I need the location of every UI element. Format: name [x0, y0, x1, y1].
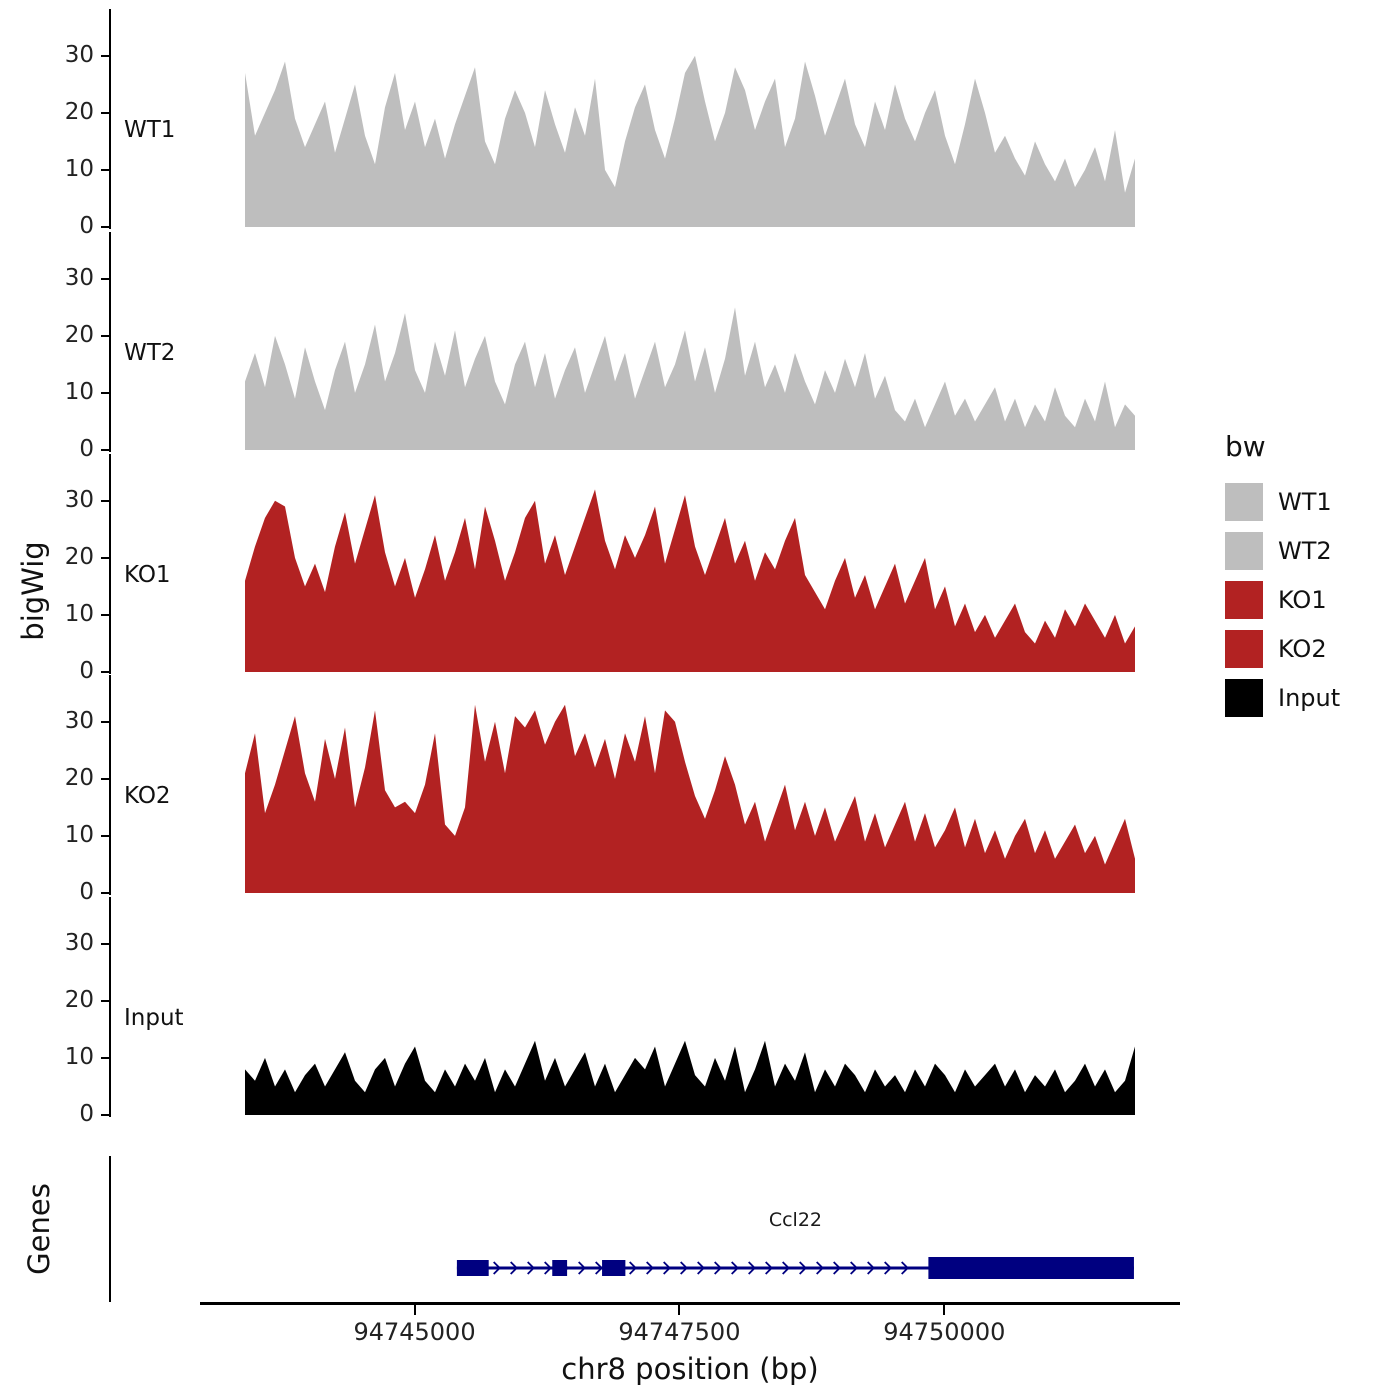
- legend-swatch: [1225, 483, 1263, 521]
- coverage-track-panel: 0 10 20 30 KO2: [50, 675, 1140, 905]
- y-tick-mark: [101, 1056, 109, 1059]
- legend-entry: WT1: [1225, 483, 1400, 521]
- coverage-track-panel: 0 10 20 30 WT1: [50, 9, 1140, 239]
- coverage-area: [245, 489, 1135, 672]
- y-tick-mark: [101, 499, 109, 502]
- y-tick-label: 20: [64, 543, 94, 570]
- track-label: KO1: [124, 562, 171, 588]
- legend-entries: WT1 WT2 KO1 KO2 Input: [1225, 483, 1400, 717]
- y-tick-label: 10: [64, 378, 94, 405]
- x-tick-mark: [413, 1305, 416, 1315]
- genes-y-axis-line: [109, 1156, 111, 1302]
- legend-entry-label: WT2: [1278, 537, 1332, 565]
- y-ticks: 0 10 20 30: [50, 256, 110, 462]
- coverage-area: [245, 55, 1135, 227]
- coverage-track-panel: 0 10 20 30 WT2: [50, 232, 1140, 462]
- y-axis-line: [109, 675, 111, 895]
- y-tick-mark: [101, 942, 109, 945]
- y-tick-mark: [101, 449, 109, 451]
- y-tick-label: 30: [64, 486, 94, 513]
- y-tick-label: 0: [79, 436, 94, 462]
- y-axis-line: [109, 897, 111, 1117]
- y-tick-mark: [101, 556, 109, 559]
- y-tick-label: 0: [79, 1101, 94, 1127]
- legend-swatch: [1225, 679, 1263, 717]
- legend-swatch: [1225, 630, 1263, 668]
- y-tick-label: 30: [64, 707, 94, 734]
- y-tick-mark: [101, 168, 109, 171]
- x-tick-label: 94750000: [883, 1318, 1006, 1346]
- y-tick-mark: [101, 999, 109, 1002]
- legend-entry-label: KO2: [1278, 635, 1327, 663]
- track-label: WT2: [124, 340, 176, 366]
- svg-text:Ccl22: Ccl22: [769, 1209, 822, 1231]
- coverage-area: [245, 307, 1135, 450]
- bigwig-axis-title: bigWig: [16, 541, 50, 641]
- y-tick-mark: [101, 277, 109, 280]
- gene-model-ccl22: Ccl22: [456, 1209, 1134, 1279]
- coverage-track-panel: 0 10 20 30 Input: [50, 897, 1140, 1127]
- y-tick-label: 30: [64, 41, 94, 68]
- track-label: WT1: [124, 117, 176, 143]
- y-tick-label: 30: [64, 264, 94, 291]
- legend-entry: KO2: [1225, 630, 1400, 668]
- genes-axis-title: Genes: [22, 1183, 56, 1275]
- x-tick-label: 94747500: [618, 1318, 741, 1346]
- y-ticks: 0 10 20 30: [50, 699, 110, 905]
- x-tick-label: 94745000: [353, 1318, 476, 1346]
- y-ticks: 0 10 20 30: [50, 33, 110, 239]
- y-ticks: 0 10 20 30: [50, 478, 110, 684]
- y-tick-mark: [101, 111, 109, 114]
- legend-entry-label: KO1: [1278, 586, 1327, 614]
- track-label: KO2: [124, 783, 171, 809]
- y-axis-line: [109, 454, 111, 674]
- y-tick-label: 20: [64, 321, 94, 348]
- y-tick-mark: [101, 1114, 109, 1116]
- y-tick-label: 10: [64, 155, 94, 182]
- y-tick-label: 0: [79, 879, 94, 905]
- y-tick-label: 20: [64, 764, 94, 791]
- x-axis-title: chr8 position (bp): [561, 1352, 819, 1386]
- y-tick-label: 10: [64, 600, 94, 627]
- y-tick-label: 10: [64, 821, 94, 848]
- legend-entry-label: Input: [1278, 684, 1341, 712]
- x-tick-mark: [943, 1305, 946, 1315]
- y-tick-label: 20: [64, 98, 94, 125]
- y-tick-mark: [101, 720, 109, 723]
- y-tick-label: 20: [64, 986, 94, 1013]
- coverage-track-panel: 0 10 20 30 KO1: [50, 454, 1140, 684]
- y-tick-mark: [101, 54, 109, 57]
- y-axis-line: [109, 232, 111, 452]
- x-tick-mark: [678, 1305, 681, 1315]
- y-tick-label: 30: [64, 929, 94, 956]
- legend-entry: WT2: [1225, 532, 1400, 570]
- legend: bw WT1 WT2 KO1 KO2 Input: [1225, 430, 1400, 717]
- legend-entry: Input: [1225, 679, 1400, 717]
- legend-title: bw: [1225, 430, 1266, 463]
- y-tick-label: 0: [79, 213, 94, 239]
- y-tick-label: 10: [64, 1043, 94, 1070]
- coverage-area: [245, 704, 1135, 893]
- y-axis-line: [109, 9, 111, 229]
- y-tick-mark: [101, 892, 109, 894]
- y-tick-mark: [101, 334, 109, 337]
- y-tick-mark: [101, 613, 109, 616]
- track-label: Input: [124, 1005, 184, 1031]
- y-tick-mark: [101, 391, 109, 394]
- y-tick-mark: [101, 834, 109, 837]
- coverage-area: [245, 1040, 1135, 1115]
- y-tick-mark: [101, 671, 109, 673]
- y-tick-mark: [101, 777, 109, 780]
- x-axis-line: [200, 1302, 1180, 1305]
- y-tick-label: 0: [79, 658, 94, 684]
- legend-swatch: [1225, 581, 1263, 619]
- legend-swatch: [1225, 532, 1263, 570]
- x-axis: 94745000 94747500 94750000 chr8 position (…: [0, 1302, 1400, 1400]
- y-ticks: 0 10 20 30: [50, 921, 110, 1127]
- legend-entry: KO1: [1225, 581, 1400, 619]
- y-tick-mark: [101, 226, 109, 228]
- legend-entry-label: WT1: [1278, 488, 1332, 516]
